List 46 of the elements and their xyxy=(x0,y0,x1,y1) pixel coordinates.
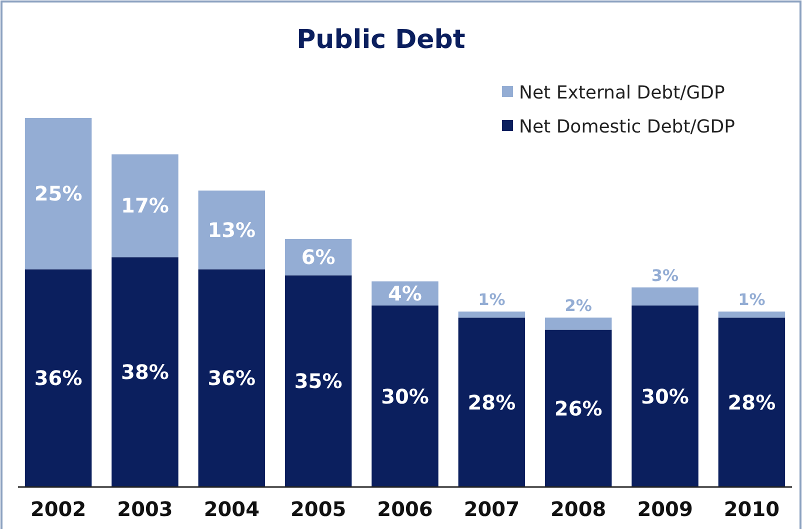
x-tick-label: 2004 xyxy=(204,497,260,521)
bar xyxy=(632,287,698,306)
data-label: 36% xyxy=(208,366,256,390)
x-tick-label: 2007 xyxy=(464,497,520,521)
bar xyxy=(372,306,438,487)
legend-label: Net External Debt/GDP xyxy=(519,82,726,104)
bar xyxy=(632,306,698,487)
x-tick-label: 2003 xyxy=(117,497,173,521)
x-tick-label: 2010 xyxy=(724,497,780,521)
data-label: 25% xyxy=(34,182,82,206)
data-label: 17% xyxy=(121,194,169,218)
data-label: 4% xyxy=(388,281,422,306)
x-tick-label: 2005 xyxy=(290,497,346,521)
bar xyxy=(718,312,786,318)
bar xyxy=(198,269,266,487)
data-label: 36% xyxy=(34,366,82,390)
data-label: 1% xyxy=(478,290,506,310)
x-tick-label: 2006 xyxy=(377,497,433,521)
data-label: 2% xyxy=(564,296,592,316)
data-label: 35% xyxy=(294,369,342,394)
bar xyxy=(112,154,178,258)
data-label: 28% xyxy=(468,390,516,414)
bar xyxy=(198,190,266,270)
x-tick-label: 2002 xyxy=(30,497,86,521)
bar xyxy=(24,269,92,487)
bar xyxy=(284,275,352,487)
data-label: 30% xyxy=(381,384,429,408)
bar xyxy=(112,257,178,487)
data-label: 6% xyxy=(301,245,336,270)
bar xyxy=(458,312,526,318)
bar xyxy=(24,118,92,270)
x-tick-label: 2008 xyxy=(550,497,606,521)
bar xyxy=(544,330,612,487)
bar xyxy=(458,318,526,487)
data-label: 26% xyxy=(554,396,602,420)
bar xyxy=(718,318,786,487)
data-label: 28% xyxy=(728,390,776,414)
legend-label: Net Domestic Debt/GDP xyxy=(519,116,736,138)
bar xyxy=(544,318,612,330)
data-label: 1% xyxy=(738,290,766,310)
data-label: 13% xyxy=(208,218,256,242)
x-tick-label: 2009 xyxy=(637,497,693,521)
data-label: 3% xyxy=(651,266,679,285)
data-label: 30% xyxy=(641,384,689,408)
chart-title: Public Debt xyxy=(296,25,466,55)
data-label: 38% xyxy=(121,360,169,384)
